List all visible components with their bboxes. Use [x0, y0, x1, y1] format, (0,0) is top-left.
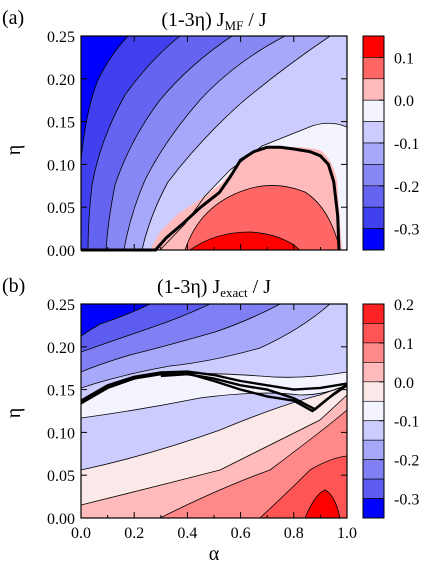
- colorbar-tick-label: 0.1: [394, 336, 414, 353]
- colorbar-segment: [362, 381, 385, 402]
- colorbar-segment: [362, 99, 385, 122]
- colorbar-segment: [362, 206, 385, 229]
- colorbar-segment: [362, 478, 385, 499]
- y-tick-label: 0.20: [47, 72, 75, 89]
- colorbar-frame: [362, 303, 385, 519]
- y-tick-label: 0.25: [47, 297, 75, 314]
- panel-b-ticks: 0.0 0.2 0.4 0.6 0.8 1.0 0.00 0.05 0.10 0.15 0.20 0.…: [47, 297, 357, 542]
- y-tick-label: 0.15: [47, 115, 75, 132]
- panel-b-contour-fill: [81, 304, 347, 518]
- colorbar-tick-label: -0.3: [394, 492, 419, 509]
- colorbar-segment: [362, 400, 385, 422]
- x-tick-label: 0.0: [71, 525, 91, 542]
- y-tick-label: 0.10: [47, 157, 75, 174]
- colorbar-tick-label: 0.2: [394, 297, 414, 314]
- colorbar-segment: [362, 142, 385, 165]
- panel-b-ylabel: η: [3, 408, 25, 418]
- colorbar-tick-label: 0.1: [394, 50, 414, 67]
- panel-b-title: (1-3η) Jexact / J: [157, 276, 271, 300]
- panel-a-colorbar: 0.1 0.0 -0.1 -0.2 -0.3: [362, 35, 419, 251]
- y-tick-label: 0.05: [47, 200, 75, 217]
- y-tick-label: 0.00: [47, 511, 75, 528]
- panel-b-zero-contours: [80, 370, 348, 413]
- colorbar-segment: [362, 185, 385, 208]
- x-tick-label: 0.4: [177, 525, 197, 542]
- panel-b-xlabel: α: [209, 543, 220, 565]
- panel-a-zero-contour: [81, 145, 341, 252]
- colorbar-tick-label: -0.3: [394, 222, 419, 239]
- x-tick-label: 0.8: [284, 525, 304, 542]
- colorbar-tick-label: -0.2: [394, 453, 419, 470]
- colorbar-tick-label: 0.0: [394, 93, 414, 110]
- colorbar-segment: [362, 439, 385, 460]
- colorbar-segment: [362, 420, 385, 441]
- colorbar-segment: [362, 362, 385, 383]
- colorbar-segment: [362, 228, 385, 251]
- zero-contour-line: [80, 370, 348, 402]
- y-tick-label: 0.15: [47, 383, 75, 400]
- colorbar-segment: [362, 342, 385, 363]
- panel-a-ticks: 0.00 0.05 0.10 0.15 0.20 0.25: [47, 29, 348, 260]
- x-tick-label: 0.2: [124, 525, 144, 542]
- colorbar-segment: [362, 35, 385, 58]
- y-tick-label: 0.10: [47, 425, 75, 442]
- x-tick-label: 1.0: [337, 525, 357, 542]
- colorbar-segment: [362, 498, 385, 519]
- colorbar-tick-label: 0.0: [394, 375, 414, 392]
- panel-a-ylabel: η: [3, 145, 25, 155]
- panel-a-contour-fill: [81, 36, 347, 250]
- y-tick-label: 0.00: [47, 243, 75, 260]
- colorbar-tick-label: -0.1: [394, 414, 419, 431]
- zero-contour-line: [160, 372, 348, 411]
- colorbar-segment: [362, 323, 385, 344]
- colorbar-segment: [362, 164, 385, 187]
- panel-b-label: (b): [2, 275, 25, 297]
- panel-a-label: (a): [2, 7, 24, 29]
- colorbar-tick-label: -0.1: [394, 136, 419, 153]
- y-tick-label: 0.20: [47, 340, 75, 357]
- y-tick-label: 0.05: [47, 468, 75, 485]
- y-tick-label: 0.25: [47, 29, 75, 46]
- panel-a-title: (1-3η) JMF / J: [161, 9, 267, 33]
- colorbar-segment: [362, 78, 385, 101]
- colorbar-segment: [362, 121, 385, 144]
- colorbar-tick-label: -0.2: [394, 179, 419, 196]
- colorbar-segment: [362, 57, 385, 80]
- panel-a: (a) (1-3η) JMF / J: [2, 7, 419, 260]
- panel-b: (b) (1-3η) Jexact / J: [2, 275, 419, 565]
- colorbar-segment: [362, 459, 385, 480]
- panel-b-colorbar: 0.2 0.1 0.0 -0.1 -0.2 -0.3: [362, 297, 419, 519]
- x-tick-label: 0.6: [231, 525, 251, 542]
- colorbar-segment: [362, 303, 385, 324]
